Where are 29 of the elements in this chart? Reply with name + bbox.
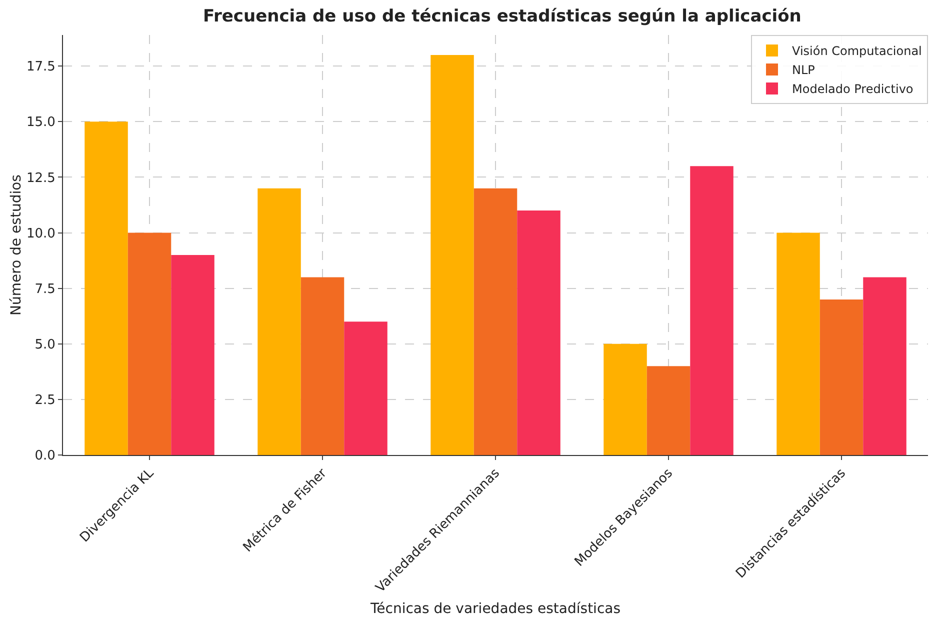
y-tick-label: 2.5 [34,392,56,408]
bar [128,232,172,455]
x-axis-title: Técnicas de variedades estadísticas [369,600,621,617]
y-axis-title: Número de estudios [8,174,24,316]
bar [604,344,647,455]
bar [430,55,474,455]
legend-label: NLP [792,63,815,78]
bar [863,277,906,455]
bar [646,366,690,455]
y-tick-label: 12.5 [26,170,56,186]
bar [776,232,820,455]
legend-label: Visión Computacional [792,44,922,58]
bar [171,255,214,455]
y-tick-label: 17.5 [26,60,56,75]
y-tick-label: 5.0 [34,337,56,352]
bar [84,122,128,455]
bar [258,188,301,455]
y-tick-label: 10.0 [26,226,56,242]
bar [344,322,388,455]
bar [474,188,518,455]
bar [300,277,344,455]
bar [690,166,734,455]
y-tick-label: 7.5 [34,282,56,297]
y-tick-label: 15.0 [26,115,56,130]
y-tick-label: 0.0 [34,448,56,464]
bar [820,299,864,455]
chart-title: Frecuencia de uso de técnicas estadísticas según la aplicación [202,6,802,26]
legend-label: Modelado Predictivo [792,82,914,96]
bar [517,210,560,455]
